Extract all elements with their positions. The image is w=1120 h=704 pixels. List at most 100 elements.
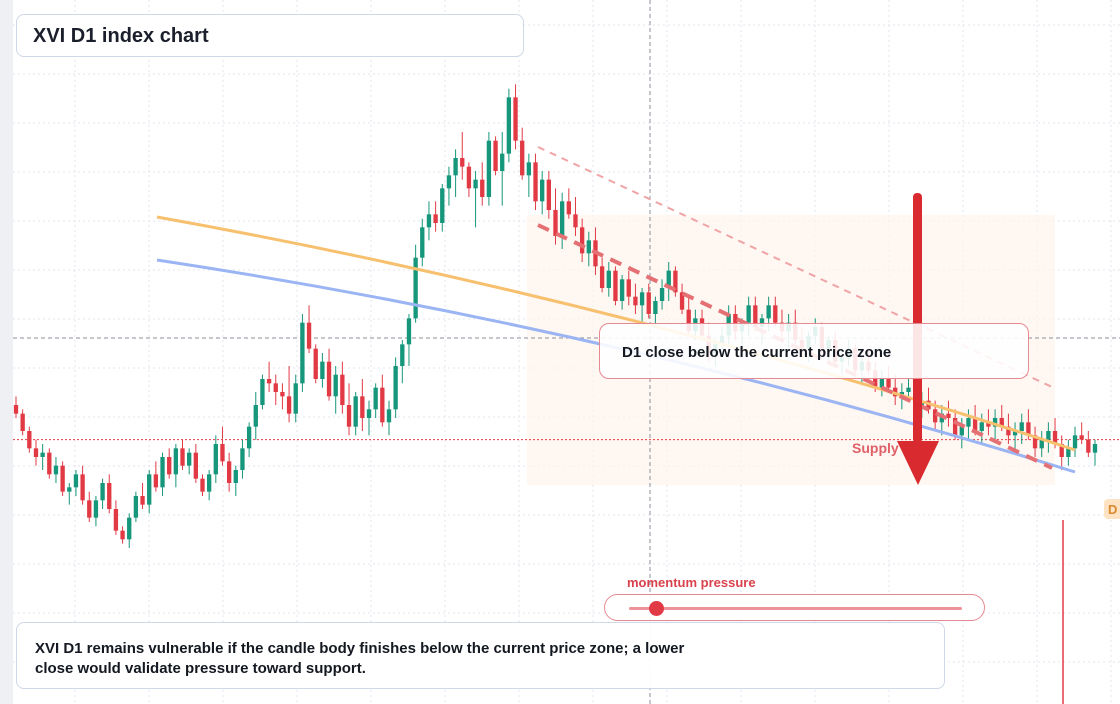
candle-body bbox=[673, 270, 678, 293]
candle-body bbox=[1039, 439, 1044, 449]
candle bbox=[280, 383, 285, 410]
candle-body bbox=[500, 153, 505, 171]
candle-body bbox=[246, 426, 252, 449]
candle bbox=[93, 496, 99, 527]
chart-title: XVI D1 index chart bbox=[33, 25, 209, 47]
candle bbox=[586, 231, 591, 267]
candle-body bbox=[546, 179, 552, 210]
candle-body bbox=[666, 270, 671, 288]
candle-body bbox=[400, 344, 405, 366]
candle-body bbox=[147, 474, 152, 505]
candle bbox=[1079, 422, 1084, 444]
candle-body bbox=[360, 396, 365, 418]
candle-body bbox=[253, 405, 258, 427]
candle bbox=[1012, 422, 1018, 453]
candle bbox=[160, 452, 165, 496]
candle bbox=[1032, 426, 1038, 457]
candle-body bbox=[213, 444, 218, 475]
candle-body bbox=[340, 374, 345, 405]
candle-body bbox=[300, 322, 305, 384]
candle-body bbox=[100, 483, 105, 501]
candle-body bbox=[53, 465, 59, 475]
candle-body bbox=[1079, 435, 1084, 440]
candle-body bbox=[226, 461, 232, 483]
candle bbox=[127, 513, 132, 548]
candle-body bbox=[173, 448, 179, 475]
candle-body bbox=[959, 426, 964, 436]
candle bbox=[167, 448, 172, 479]
candle bbox=[393, 357, 398, 418]
candle-body bbox=[80, 474, 85, 501]
candle bbox=[326, 348, 332, 401]
candle-body bbox=[733, 314, 738, 332]
candle bbox=[187, 448, 192, 475]
candle bbox=[1072, 426, 1078, 457]
momentum-slider-handle[interactable] bbox=[648, 601, 664, 616]
candle bbox=[373, 383, 378, 418]
candle-body bbox=[1092, 444, 1098, 453]
candle bbox=[1066, 439, 1071, 466]
candle bbox=[573, 197, 578, 236]
candle bbox=[87, 491, 92, 522]
candle bbox=[386, 400, 392, 436]
candle bbox=[653, 296, 658, 327]
momentum-slider[interactable] bbox=[604, 594, 985, 621]
candle-body bbox=[506, 97, 512, 154]
candle-body bbox=[1066, 448, 1071, 457]
candle-body bbox=[313, 348, 318, 379]
candle-body bbox=[746, 305, 751, 323]
candle bbox=[520, 127, 525, 180]
candle bbox=[73, 470, 79, 496]
candle-body bbox=[406, 318, 412, 345]
candle-body bbox=[520, 140, 525, 176]
moving-average-fast bbox=[156, 215, 1076, 452]
candle-body bbox=[513, 97, 518, 141]
candle-body bbox=[273, 383, 278, 392]
candle bbox=[673, 266, 678, 297]
candle-body bbox=[972, 418, 978, 431]
candle bbox=[246, 422, 252, 457]
candle-body bbox=[60, 465, 65, 492]
price-tag: D bbox=[1104, 499, 1120, 519]
candle bbox=[773, 296, 778, 327]
candle-body bbox=[193, 452, 198, 479]
candle bbox=[453, 149, 458, 197]
candle bbox=[466, 162, 472, 197]
candle-body bbox=[200, 478, 205, 492]
candle bbox=[413, 244, 418, 323]
candle-body bbox=[653, 301, 658, 314]
candle bbox=[406, 314, 412, 366]
candle-body bbox=[526, 162, 532, 176]
candle-body bbox=[187, 452, 192, 466]
candle bbox=[679, 283, 685, 314]
candle bbox=[959, 418, 964, 449]
candle bbox=[353, 392, 358, 436]
candle bbox=[220, 426, 225, 466]
candle bbox=[366, 400, 372, 436]
candle bbox=[273, 374, 278, 405]
candle bbox=[20, 409, 25, 436]
down-arrow-icon bbox=[897, 193, 939, 485]
candle-body bbox=[440, 188, 445, 223]
candle bbox=[306, 305, 312, 353]
candle-body bbox=[606, 270, 611, 288]
candle-body bbox=[686, 309, 691, 332]
candle-body bbox=[433, 214, 438, 223]
candle-body bbox=[932, 409, 938, 423]
candle-body bbox=[946, 413, 951, 418]
candle bbox=[40, 444, 45, 470]
candle bbox=[173, 444, 179, 488]
candle bbox=[133, 491, 139, 522]
candle-body bbox=[140, 496, 145, 505]
candle bbox=[113, 500, 119, 535]
candle-body bbox=[1006, 426, 1011, 436]
candle bbox=[513, 84, 518, 150]
candle-body bbox=[533, 162, 538, 202]
candle bbox=[240, 439, 245, 479]
candle-body bbox=[753, 305, 758, 327]
candle bbox=[1046, 422, 1051, 453]
candle bbox=[506, 88, 512, 163]
candle bbox=[526, 153, 532, 197]
candle-body bbox=[1059, 444, 1064, 457]
candle-body bbox=[639, 292, 645, 306]
